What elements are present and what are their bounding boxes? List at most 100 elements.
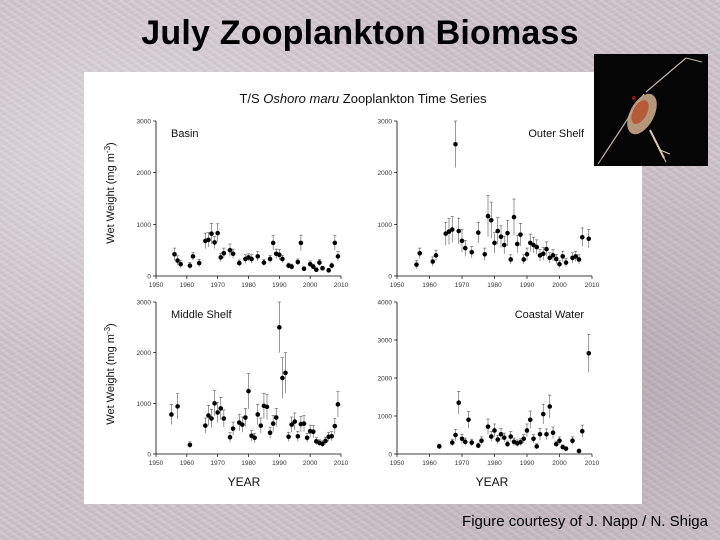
data-point [215,230,220,236]
data-point [270,240,276,246]
data-point [261,260,267,265]
slide-title: July Zooplankton Biomass [141,14,579,52]
data-point [236,260,242,266]
data-point [540,411,546,417]
data-point [295,259,301,265]
x-tick-label: 1950 [390,282,405,289]
data-point [227,247,233,253]
data-point [335,402,341,407]
data-point [456,400,462,406]
y-tick-label: 1000 [378,222,393,229]
data-point [459,436,465,442]
panel-middle-shelf: 0 1000 2000 3000 1950 1960 1970 1980 1990 2000 201… [137,300,349,468]
x-tick-label: 2010 [334,460,349,467]
panel-label: Outer Shelf [528,128,585,140]
data-point [267,430,273,436]
data-point [436,444,442,449]
data-point [534,444,540,449]
chart-panels: 0 1000 2000 3000 1950 1960 1970 1980 1990 2000 201… [137,119,600,468]
data-point [249,256,254,262]
x-tick-label: 2000 [303,282,318,289]
x-tick-label: 1980 [487,282,502,289]
data-point [212,401,217,406]
data-point [215,410,220,415]
x-tick-label: 2000 [552,460,567,467]
data-point [230,251,236,257]
data-point [203,423,208,428]
data-point [501,242,507,248]
y-tick-label: 0 [388,274,392,281]
y-axis-label-top: Wet Weight (mg m-3) [103,142,118,243]
data-point [501,435,507,440]
data-point [301,266,307,272]
data-point [495,228,501,234]
x-tick-label: 2010 [334,282,349,289]
data-point [277,252,282,258]
data-point [573,254,579,259]
data-point [485,213,491,219]
data-point [221,416,227,421]
y-tick-label: 1000 [137,222,152,229]
data-point [304,435,310,441]
data-point [508,434,514,439]
data-point [586,236,592,242]
data-point [178,261,183,267]
data-point [521,257,527,262]
data-point [270,421,276,426]
data-point [206,237,211,243]
x-axis-label-left: YEAR [228,475,261,489]
data-point [243,415,248,420]
data-point [586,351,592,356]
data-point [453,141,458,147]
data-point [449,227,455,232]
data-point [277,325,282,330]
data-point [417,250,423,256]
x-tick-label: 2000 [552,282,567,289]
data-point [298,240,304,246]
data-point [310,264,316,269]
y-tick-label: 3000 [137,300,152,307]
data-point [505,230,510,236]
data-point [547,255,553,261]
y-tick-label: 1000 [378,414,393,421]
data-point [209,416,214,421]
data-point [498,431,504,437]
data-point [252,435,257,441]
data-point [537,431,543,437]
data-point [307,261,313,267]
data-point [482,252,488,257]
data-point [430,259,436,264]
panel-label: Coastal Water [515,309,585,321]
data-point [289,422,294,427]
data-point [498,234,504,240]
data-point [187,263,193,268]
data-point [456,228,462,234]
data-point [453,432,458,438]
x-tick-label: 2010 [585,282,600,289]
data-point [475,230,481,235]
y-tick-label: 0 [147,452,151,459]
data-point [459,238,465,244]
data-point [172,252,177,257]
data-point [531,436,536,442]
data-point [273,415,279,420]
x-tick-label: 1990 [520,282,535,289]
x-tick-label: 1950 [149,460,164,467]
data-point [175,404,180,409]
data-point [221,250,227,256]
y-tick-label: 2000 [378,376,393,383]
x-tick-label: 1950 [390,460,405,467]
x-tick-label: 2010 [585,460,600,467]
data-point [505,441,510,447]
x-tick-label: 2000 [303,460,318,467]
data-point [553,441,559,447]
x-tick-label: 1990 [272,460,287,467]
data-point [485,424,491,429]
data-point [255,254,261,259]
data-point [317,260,322,265]
y-tick-label: 2000 [378,170,393,177]
data-point [570,438,575,444]
data-point [544,431,549,437]
data-point [218,406,224,411]
x-tick-label: 1960 [422,460,437,467]
